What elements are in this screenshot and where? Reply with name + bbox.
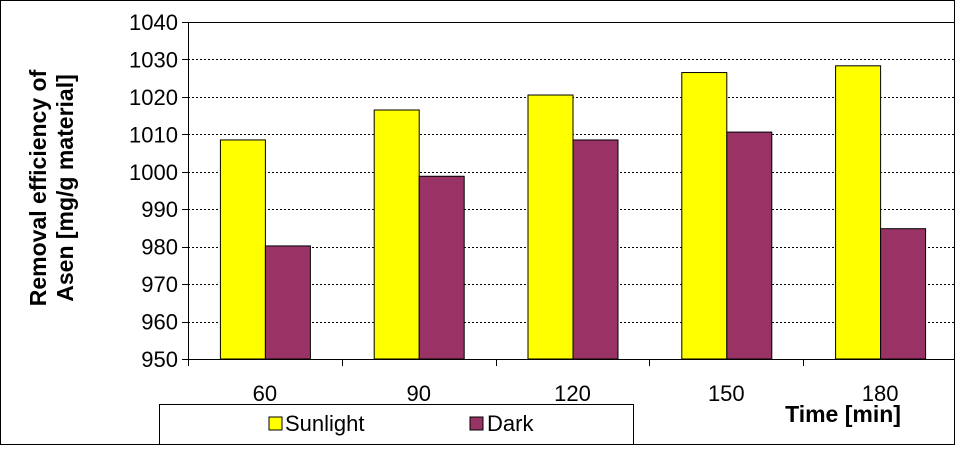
bar-dark-120 xyxy=(572,139,619,360)
bar-dark-60 xyxy=(264,245,311,360)
y-tick-labels: 950 960 970 980 990 1000 1010 1020 1030 1040 xyxy=(129,10,178,372)
legend-label-sunlight: Sunlight xyxy=(285,411,365,436)
y-tick-label: 980 xyxy=(141,235,178,260)
bar-sunlight-150 xyxy=(681,72,728,360)
x-tick-label: 90 xyxy=(406,381,430,406)
bar-dark-90 xyxy=(418,175,465,360)
axes xyxy=(182,22,955,366)
bar-sunlight-90 xyxy=(373,109,420,360)
bar-sunlight-180 xyxy=(835,65,882,360)
bar-dark-180 xyxy=(880,228,927,360)
y-tick-label: 1010 xyxy=(129,122,178,147)
y-tick-label: 960 xyxy=(141,310,178,335)
y-tick-label: 1020 xyxy=(129,85,178,110)
y-axis-title-line2: Asen [mg/g material] xyxy=(52,74,78,302)
bars xyxy=(219,65,927,360)
x-tick-label: 150 xyxy=(708,381,745,406)
legend-box xyxy=(159,404,634,445)
legend-swatch-sunlight xyxy=(268,416,283,431)
bar-sunlight-120 xyxy=(527,94,574,360)
bar-sunlight-60 xyxy=(219,139,266,360)
x-axis-title: Time [min] xyxy=(785,401,901,427)
x-tick-label: 120 xyxy=(554,381,591,406)
y-axis-title-line1: Removal efficiency of xyxy=(25,69,51,306)
x-tick-labels: 60 90 120 150 180 xyxy=(253,381,899,406)
x-tick-label: 180 xyxy=(862,381,899,406)
legend: Sunlight Dark xyxy=(159,404,634,445)
y-tick-label: 1000 xyxy=(129,160,178,185)
y-tick-label: 1040 xyxy=(129,10,178,35)
y-tick-label: 1030 xyxy=(129,47,178,72)
y-tick-label: 990 xyxy=(141,197,178,222)
x-tick-label: 60 xyxy=(253,381,277,406)
bar-dark-150 xyxy=(726,131,773,360)
y-tick-label: 970 xyxy=(141,272,178,297)
legend-swatch-dark xyxy=(469,416,484,431)
legend-label-dark: Dark xyxy=(487,411,534,436)
y-tick-label: 950 xyxy=(141,347,178,372)
